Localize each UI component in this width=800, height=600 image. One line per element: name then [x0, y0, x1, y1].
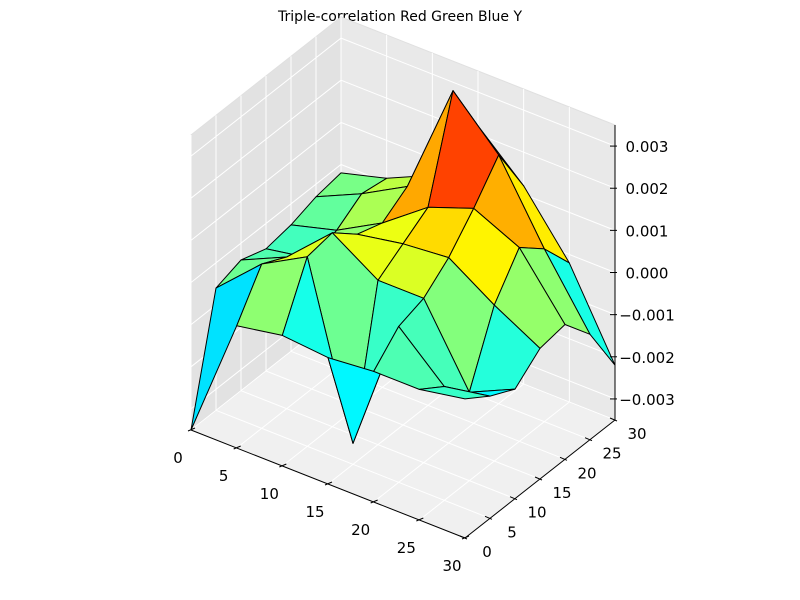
x-tick-label: 10 — [260, 485, 279, 503]
x-tick — [279, 463, 287, 468]
x-tick-label: 25 — [397, 539, 416, 557]
y-tick — [459, 535, 468, 540]
y-tick-label: 20 — [577, 464, 596, 482]
y-gridline — [265, 370, 541, 480]
z-tick-label: 0.003 — [626, 138, 669, 156]
z-tick-label: −0.003 — [619, 391, 675, 409]
y-tick-label: 25 — [602, 445, 621, 463]
y-tick — [584, 437, 593, 442]
surface-patch — [418, 386, 491, 400]
x-tick — [416, 517, 424, 522]
x-tick — [461, 535, 470, 540]
z-tick-label: 0.001 — [626, 222, 669, 240]
y-gridline — [240, 390, 516, 500]
z-gridline — [190, 37, 616, 157]
x-tick — [187, 427, 196, 432]
surface — [190, 90, 616, 444]
y-tick — [609, 417, 618, 422]
y-tick — [484, 515, 493, 520]
x-tick — [370, 499, 378, 504]
y-tick — [559, 456, 568, 461]
z-tick-label: 0.002 — [626, 180, 669, 198]
y-tick-label: 30 — [627, 425, 646, 443]
y-tick-label: 0 — [482, 543, 492, 561]
y-tick-label: 5 — [507, 523, 517, 541]
y-tick-label: 10 — [527, 504, 546, 522]
y-tick-label: 15 — [552, 484, 571, 502]
x-tick-label: 15 — [305, 503, 324, 521]
y-tick — [534, 476, 543, 481]
x-tick-label: 30 — [442, 557, 461, 575]
y-tick — [509, 496, 518, 501]
z-tick-label: −0.002 — [619, 349, 675, 367]
x-tick — [233, 445, 241, 450]
x-tick-label: 5 — [219, 467, 229, 485]
y-gridline — [215, 409, 491, 519]
z-tick-label: −0.001 — [619, 307, 675, 325]
axes: 051015202530051015202530−0.003−0.002−0.0… — [173, 125, 675, 575]
z-gridline — [190, 79, 616, 199]
x-tick-label: 20 — [351, 521, 370, 539]
z-tick-label: 0.000 — [626, 265, 669, 283]
x-tick-label: 0 — [173, 449, 183, 467]
x-tick — [324, 481, 333, 486]
